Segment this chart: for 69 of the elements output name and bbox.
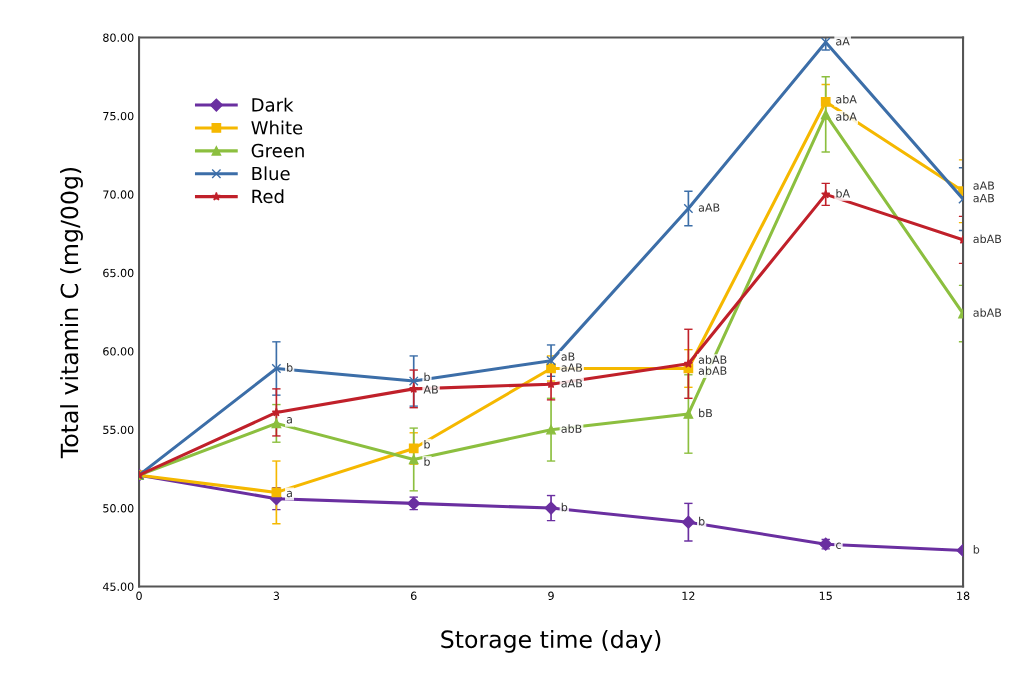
annotation: a	[286, 417, 292, 424]
point	[546, 424, 556, 435]
annotation: b	[424, 372, 430, 382]
annotation: aA	[836, 37, 850, 46]
y-tick-label: 60.00	[103, 347, 134, 356]
y-tick-label: 50.00	[103, 504, 134, 513]
annotation: aAB	[561, 379, 583, 388]
legend-label: White	[251, 120, 303, 135]
annotation: b	[424, 457, 430, 466]
point	[546, 355, 556, 366]
y-tick-label: 70.00	[103, 190, 134, 199]
x-tick-label: 18	[957, 591, 970, 600]
point	[683, 409, 694, 419]
legend-label: Red	[252, 189, 284, 204]
annotation: b	[424, 439, 430, 449]
annotation: b	[561, 502, 568, 512]
legend-label: Dark	[252, 97, 294, 112]
point	[820, 109, 831, 120]
legend-label: Green	[251, 143, 304, 158]
annotation: AB	[423, 385, 438, 394]
x-tick-label: 12	[682, 591, 695, 600]
point	[546, 363, 556, 374]
annotation: abAB	[698, 355, 727, 364]
annotation: abA	[836, 112, 857, 121]
x-tick-label: 3	[273, 591, 280, 600]
point	[271, 487, 282, 498]
annotation: abB	[561, 424, 582, 433]
x-tick-label: 15	[819, 591, 832, 600]
y-axis-title: Total vitamin C (mg/00g)	[60, 167, 83, 459]
y-tick-label: 75.00	[103, 111, 134, 121]
point	[546, 379, 556, 389]
annotation: b	[973, 545, 980, 554]
point	[681, 515, 695, 529]
y-tick-label: 65.00	[103, 268, 134, 278]
annotation: bB	[699, 408, 712, 418]
y-tick-label: 55.00	[103, 425, 134, 435]
x-tick-label: 6	[410, 591, 417, 600]
point	[408, 443, 419, 454]
annotation: aAB	[698, 203, 720, 212]
point	[409, 384, 419, 393]
annotation: abAB	[698, 366, 727, 375]
annotation: abAB	[973, 308, 1002, 317]
point	[821, 189, 831, 199]
point	[271, 363, 282, 374]
point	[544, 501, 558, 515]
annotation: aAB	[973, 181, 995, 190]
point	[408, 454, 419, 465]
point	[408, 376, 419, 386]
point	[820, 96, 831, 107]
y-tick-label: 80.00	[103, 33, 134, 42]
annotation: bA	[836, 188, 850, 198]
annotation: b	[699, 516, 705, 526]
annotation: abA	[836, 94, 857, 104]
point	[683, 203, 694, 214]
legend-label: Blue	[252, 166, 290, 181]
y-tick-label: 45.00	[102, 582, 134, 591]
annotation: b	[287, 363, 293, 372]
x-tick-label: 0	[136, 591, 142, 600]
annotation: aAB	[561, 363, 583, 372]
annotation: aAB	[973, 194, 995, 203]
annotation: abAB	[973, 234, 1002, 244]
x-tick-label: 9	[548, 591, 554, 600]
point	[683, 358, 694, 368]
point	[271, 418, 282, 429]
x-axis-title: Storage time (day)	[441, 629, 661, 653]
annotation: a	[286, 490, 292, 498]
annotation: c	[836, 542, 841, 549]
annotation: aB	[561, 352, 575, 361]
point	[271, 407, 282, 417]
